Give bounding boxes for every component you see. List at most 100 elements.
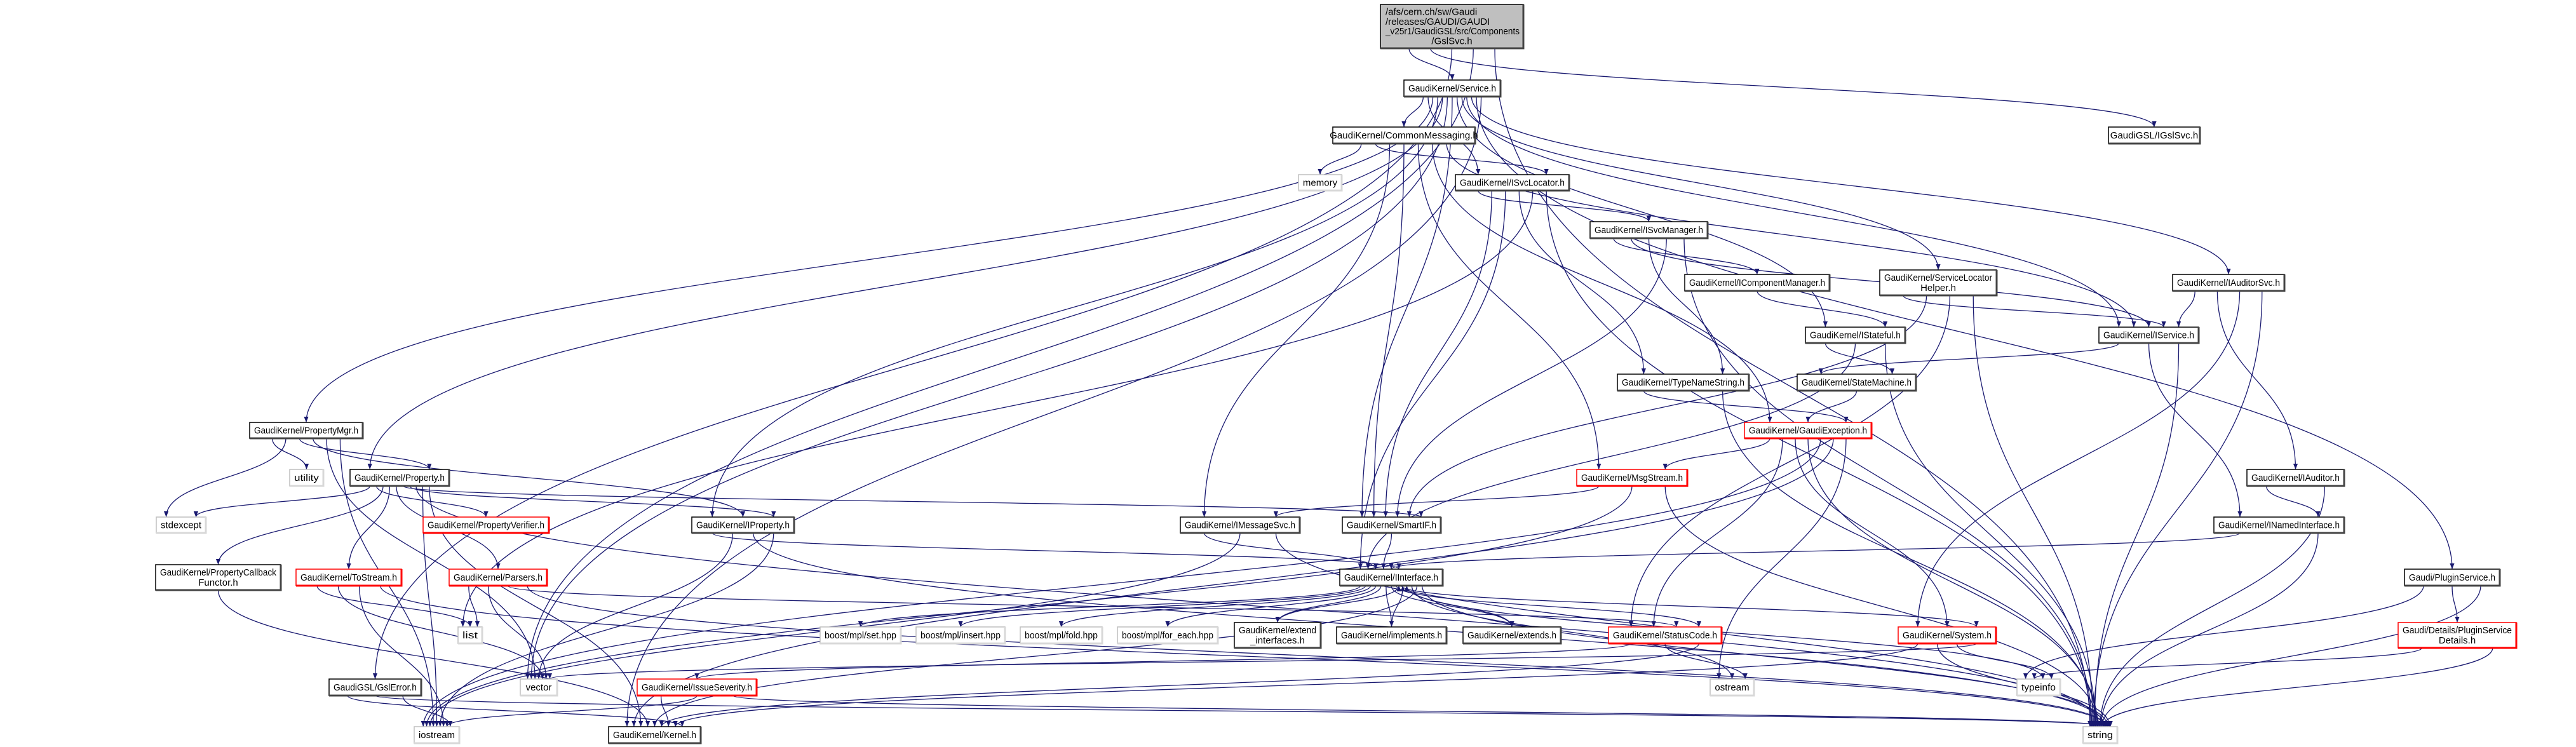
- node-label: string: [2087, 730, 2113, 741]
- node-memory[interactable]: memory: [1298, 174, 1343, 192]
- node-extends[interactable]: GaudiKernel/extends.h: [1462, 626, 1562, 645]
- node-extendinterfaces[interactable]: GaudiKernel/extend_interfaces.h: [1234, 622, 1322, 649]
- edge-service-to-commonmsg: [1401, 96, 1424, 128]
- node-system[interactable]: GaudiKernel/System.h: [1898, 626, 1997, 645]
- node-mplinsert[interactable]: boost/mpl/insert.hpp: [915, 626, 1006, 645]
- edge-system-to-typeinfo: [1956, 643, 2054, 680]
- edge-service-to-svclochelper: [1461, 96, 1941, 271]
- node-label: typeinfo: [2021, 682, 2056, 693]
- node-gslerror[interactable]: GaudiGSL/GslError.h: [328, 678, 422, 697]
- node-label: GaudiKernel/Property.h: [354, 473, 445, 483]
- node-istateful[interactable]: GaudiKernel/IStateful.h: [1805, 326, 1906, 344]
- edge-iservice-to-inamedinterface: [2148, 342, 2242, 518]
- node-mplfold[interactable]: boost/mpl/fold.hpp: [1020, 626, 1103, 645]
- node-label: GaudiKernel/CommonMessaging.h: [1330, 130, 1478, 141]
- node-string[interactable]: string: [2082, 726, 2119, 744]
- edge-tostream-to-list: [316, 585, 473, 628]
- node-box-shadow: [1234, 622, 1322, 649]
- edge-commonmsg-to-memory: [1318, 143, 1362, 175]
- node-propertyverifier[interactable]: GaudiKernel/PropertyVerifier.h: [422, 516, 550, 534]
- node-iauditorsvc[interactable]: GaudiKernel/IAuditorSvc.h: [2172, 274, 2286, 292]
- node-label: GaudiKernel/implements.h: [1341, 630, 1442, 641]
- node-typeinfo[interactable]: typeinfo: [2016, 678, 2061, 697]
- node-list[interactable]: list: [457, 626, 483, 645]
- edge-pluginservice-to-typeinfo: [2023, 585, 2424, 680]
- node-iostream[interactable]: iostream: [414, 726, 461, 744]
- edge-statuscode-to-kernel: [659, 643, 1700, 727]
- node-typenamestring[interactable]: GaudiKernel/TypeNameString.h: [1617, 374, 1750, 392]
- node-box-shadow: [1404, 80, 1502, 98]
- node-vector[interactable]: vector: [520, 678, 558, 697]
- edge-interface-to-string: [1421, 585, 2110, 727]
- node-box-shadow: [2017, 679, 2061, 697]
- node-box-shadow: [692, 517, 795, 534]
- edge-msgstream-to-iostream: [424, 485, 1633, 727]
- edge-istateful-to-statemachine: [1824, 342, 1895, 375]
- edge-service-to-iproperty: [710, 96, 1438, 518]
- node-iservice[interactable]: GaudiKernel/IService.h: [2098, 326, 2200, 344]
- node-isvclocator[interactable]: GaudiKernel/ISvcLocator.h: [1455, 174, 1570, 192]
- node-mplset[interactable]: boost/mpl/set.hpp: [819, 626, 902, 645]
- edge-gaudiexception-to-statuscode: [1651, 438, 1783, 628]
- node-box-shadow: [2214, 517, 2345, 534]
- node-box: [1180, 516, 1300, 534]
- node-box: [156, 516, 206, 534]
- node-box-shadow: [2247, 469, 2345, 487]
- node-box-shadow: [1020, 627, 1103, 645]
- node-property[interactable]: GaudiKernel/Property.h: [349, 469, 450, 487]
- node-box-shadow: [1333, 127, 1476, 145]
- node-iauditor[interactable]: GaudiKernel/IAuditor.h: [2246, 469, 2345, 487]
- node-smartif[interactable]: GaudiKernel/SmartIF.h: [1342, 516, 1442, 534]
- node-inamedinterface[interactable]: GaudiKernel/INamedInterface.h: [2213, 516, 2345, 534]
- edge-interface-to-implements: [1386, 585, 1394, 628]
- node-box: [422, 516, 550, 534]
- node-igslsvc[interactable]: GaudiGSL/IGslSvc.h: [2108, 126, 2201, 145]
- node-gaudiexception[interactable]: GaudiKernel/GaudiException.h: [1744, 422, 1873, 440]
- node-label: GaudiKernel/Service.h: [1408, 83, 1496, 94]
- node-msgstream[interactable]: GaudiKernel/MsgStream.h: [1576, 469, 1689, 487]
- node-root[interactable]: /afs/cern.ch/sw/Gaudi/releases/GAUDI/GAU…: [1380, 4, 1525, 50]
- edge-issueseverity-to-kernel: [660, 695, 671, 727]
- edge-svclochelper-to-iservice: [1903, 295, 2166, 328]
- node-imessagesvc[interactable]: GaudiKernel/IMessageSvc.h: [1180, 516, 1301, 534]
- node-utility[interactable]: utility: [289, 469, 325, 487]
- edge-service-to-propertymgr: [304, 96, 1434, 423]
- edge-isvclocator-to-smartif: [1383, 190, 1492, 518]
- node-label: list: [462, 630, 478, 641]
- node-statemachine[interactable]: GaudiKernel/StateMachine.h: [1797, 374, 1917, 392]
- node-box-shadow: [1797, 374, 1917, 392]
- node-ostream[interactable]: ostream: [1709, 678, 1755, 697]
- node-parsers[interactable]: GaudiKernel/Parsers.h: [448, 569, 548, 587]
- edge-parsers-to-string: [527, 585, 2109, 727]
- node-label: Gaudi/Details/PluginService: [2403, 625, 2512, 636]
- node-statuscode[interactable]: GaudiKernel/StatusCode.h: [1608, 626, 1723, 645]
- node-box-shadow: [2099, 327, 2200, 344]
- node-iproperty[interactable]: GaudiKernel/IProperty.h: [691, 516, 795, 534]
- node-stdexcept[interactable]: stdexcept: [156, 516, 207, 534]
- node-interface[interactable]: GaudiKernel/IInterface.h: [1339, 569, 1444, 587]
- edge-propertymgr-to-iproperty: [313, 438, 746, 518]
- node-propertymgr[interactable]: GaudiKernel/PropertyMgr.h: [249, 422, 364, 440]
- node-issueseverity[interactable]: GaudiKernel/IssueSeverity.h: [637, 678, 758, 697]
- node-box-shadow: [329, 679, 422, 697]
- node-label: GaudiKernel/INamedInterface.h: [2218, 520, 2340, 531]
- node-label: utility: [294, 473, 320, 483]
- node-service[interactable]: GaudiKernel/Service.h: [1403, 79, 1502, 98]
- edge-tostream-to-string: [380, 585, 2108, 727]
- node-tostream[interactable]: GaudiKernel/ToStream.h: [295, 569, 403, 587]
- node-kernel[interactable]: GaudiKernel/Kernel.h: [608, 726, 702, 744]
- edge-parsers-to-statuscode: [507, 585, 1678, 628]
- edge-pluginservice-to-string: [2100, 585, 2481, 727]
- node-icompmgr[interactable]: GaudiKernel/IComponentManager.h: [1684, 274, 1831, 292]
- node-isvcmanager[interactable]: GaudiKernel/ISvcManager.h: [1589, 221, 1709, 239]
- node-commonmsg[interactable]: GaudiKernel/CommonMessaging.h: [1330, 126, 1478, 145]
- node-implements[interactable]: GaudiKernel/implements.h: [1336, 626, 1448, 645]
- node-box-shadow: [156, 517, 207, 534]
- edge-iauditorsvc-to-iauditor: [2216, 290, 2298, 470]
- node-mplforeach[interactable]: boost/mpl/for_each.hpp: [1117, 626, 1219, 645]
- edge-isvclocator-to-interface: [1358, 190, 1506, 570]
- node-pluginservice[interactable]: Gaudi/PluginService.h: [2404, 569, 2501, 587]
